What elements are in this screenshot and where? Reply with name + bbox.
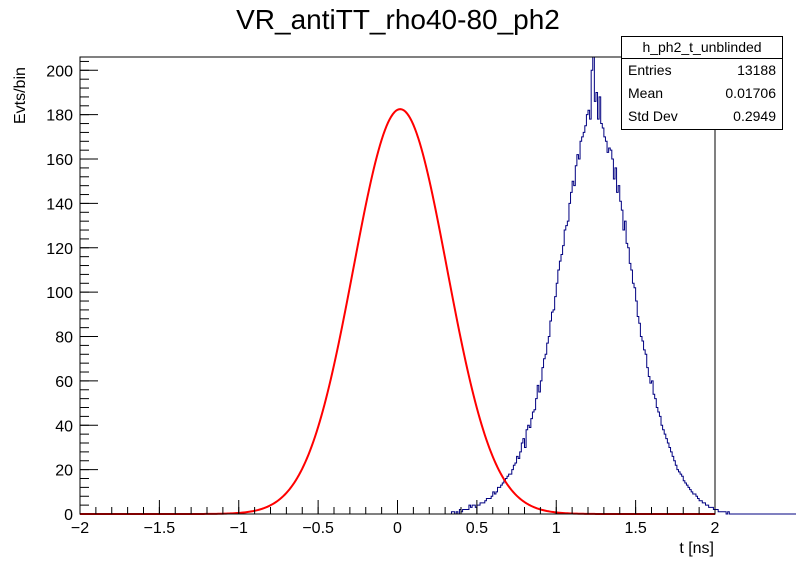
y-tick-label: 120 xyxy=(46,241,73,258)
stats-value: 0.01706 xyxy=(725,85,776,101)
x-tick-label: 1.5 xyxy=(625,520,647,537)
y-tick-label: 0 xyxy=(64,507,73,524)
y-tick-label: 140 xyxy=(46,196,73,213)
x-tick-label: 0 xyxy=(393,520,402,537)
stats-value: 0.2949 xyxy=(733,108,776,124)
x-axis-label: t [ns] xyxy=(679,540,714,557)
stats-row-stddev: Std Dev 0.2949 xyxy=(622,105,782,128)
y-tick-label: 180 xyxy=(46,108,73,125)
chart-title: VR_antiTT_rho40-80_ph2 xyxy=(236,4,560,35)
y-tick-label: 60 xyxy=(55,374,73,391)
x-tick-label: −2 xyxy=(71,520,89,537)
y-tick-label: 160 xyxy=(46,152,73,169)
fit-line xyxy=(80,108,715,515)
x-tick-label: −1 xyxy=(230,520,248,537)
stats-row-mean: Mean 0.01706 xyxy=(622,82,782,105)
y-tick-label: 80 xyxy=(55,330,73,347)
x-tick-label: −1.5 xyxy=(144,520,176,537)
axes: −2 −1.5 −1 −0.5 0 0.5 1 1.5 20204060801001201401… xyxy=(46,56,720,537)
stats-row-entries: Entries 13188 xyxy=(622,59,782,82)
stats-label: Std Dev xyxy=(628,108,678,124)
x-tick-label: −0.5 xyxy=(302,520,334,537)
x-tick-label: 1 xyxy=(552,520,561,537)
stats-value: 13188 xyxy=(737,62,776,78)
gaussian-fit-curve xyxy=(80,108,715,515)
stats-label: Entries xyxy=(628,62,672,78)
y-tick-label: 100 xyxy=(46,285,73,302)
x-tick-label: 2 xyxy=(711,520,720,537)
plot-frame xyxy=(79,56,716,515)
stats-label: Mean xyxy=(628,85,664,101)
stats-box-title: h_ph2_t_unblinded xyxy=(622,37,782,59)
y-tick-label: 200 xyxy=(46,63,73,80)
y-tick-label: 20 xyxy=(55,463,73,480)
y-tick-label: 40 xyxy=(55,418,73,435)
x-tick-label: 0.5 xyxy=(466,520,488,537)
y-axis-label: Evts/bin xyxy=(12,67,29,124)
stats-box: h_ph2_t_unblinded Entries 13188 Mean 0.0… xyxy=(621,36,783,130)
